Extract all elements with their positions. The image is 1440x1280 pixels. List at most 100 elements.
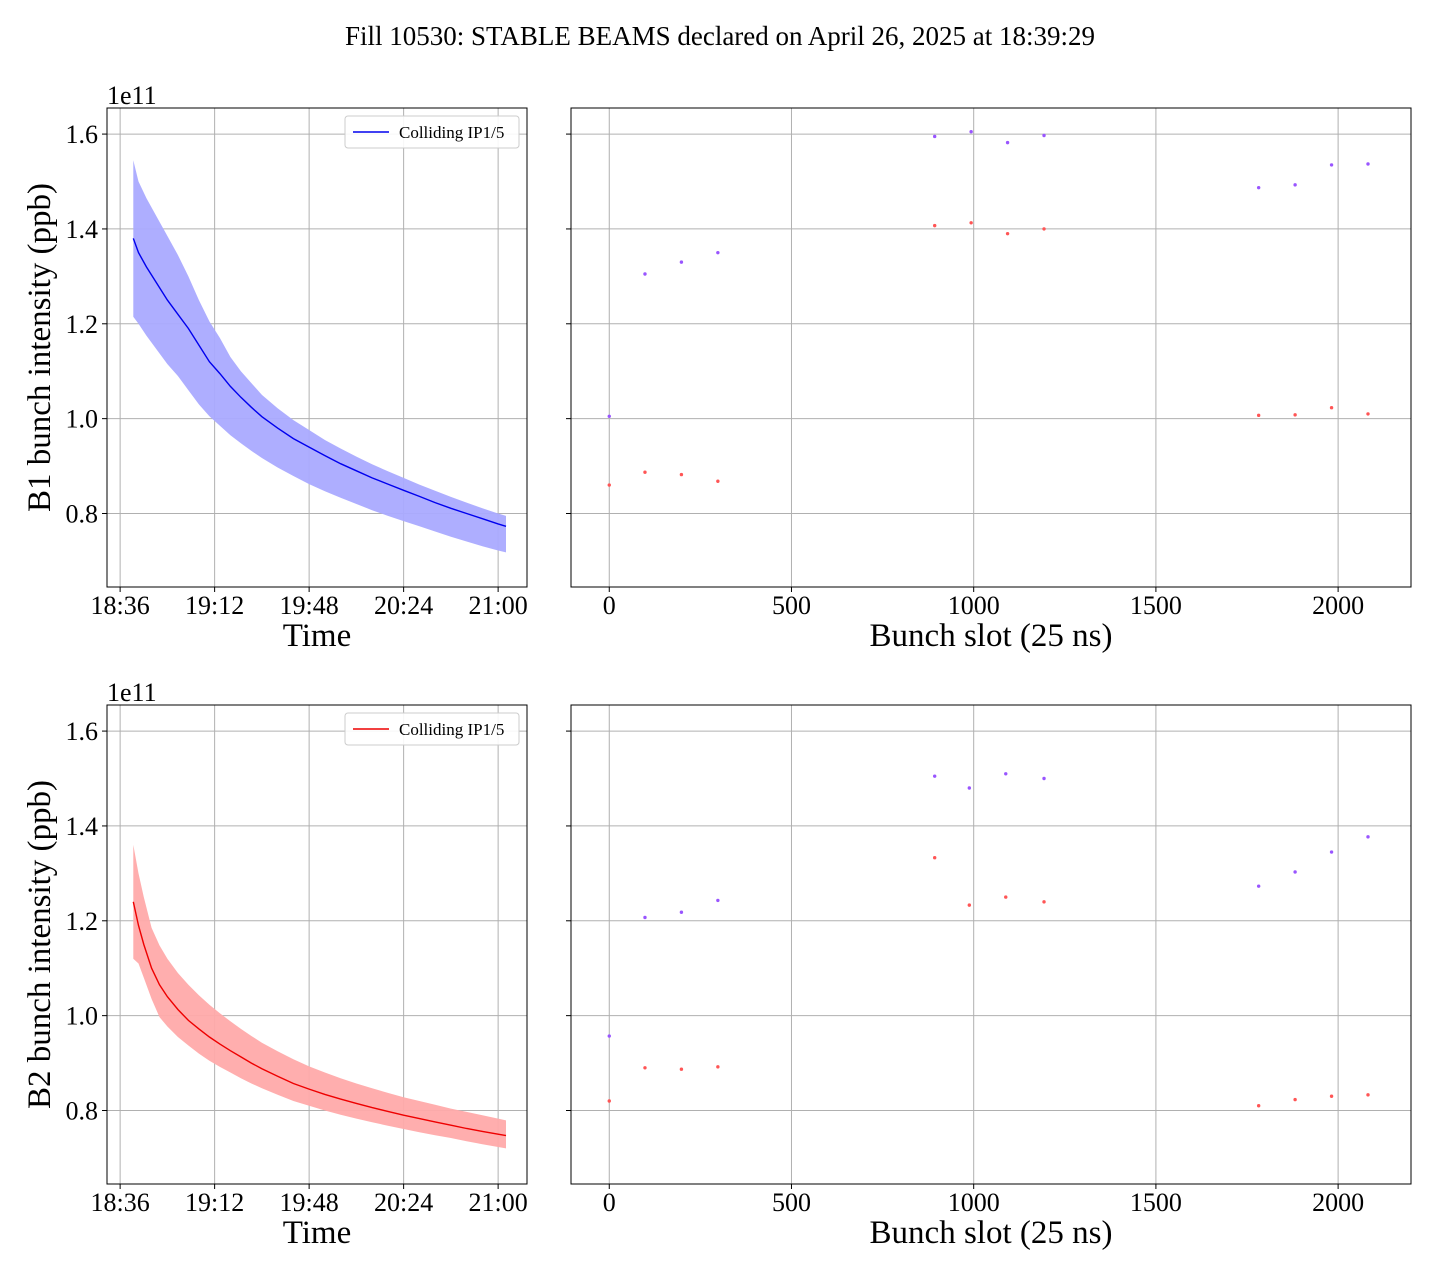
y-tick-label: 1.4 (66, 215, 99, 244)
data-point (969, 130, 973, 134)
x-tick-label: 19:48 (280, 591, 339, 620)
data-point (607, 1034, 611, 1038)
x-tick-label: 20:24 (374, 591, 433, 620)
chart-panel-1: 18:36 19:12 19:48 20:24 21:00 0.8 1.0 1.2 1.4 1.6… (22, 81, 528, 654)
data-point (1329, 163, 1334, 167)
data-point (1366, 412, 1370, 416)
data-point (1042, 900, 1046, 904)
data-point (679, 910, 684, 914)
x-tick-label: 19:12 (185, 591, 244, 620)
x-tick-label: 19:48 (280, 1188, 339, 1217)
x-tick-label: 2000 (1312, 591, 1364, 620)
data-point (1042, 133, 1046, 138)
data-point (1366, 835, 1370, 839)
axes-frame (106, 704, 528, 1185)
data-point (607, 483, 611, 487)
data-point (1042, 227, 1046, 231)
chart-panel-3: 18:36 19:12 19:48 20:24 21:00 0.8 1.0 1.2 1.4 1.6… (22, 678, 528, 1251)
y-axis-multiplier: 1e11 (107, 81, 157, 110)
axes-frame (570, 704, 1412, 1185)
series-line (132, 238, 507, 527)
y-tick-label: 0.8 (66, 499, 99, 528)
axes-frame (570, 107, 1412, 588)
x-tick-label: 2000 (1312, 1188, 1364, 1217)
legend-label: Colliding IP1/5 (399, 123, 504, 142)
data-point (967, 786, 972, 790)
chart-panel-2: 0 500 1000 1500 2000 Bunch slot (25 ns) (566, 107, 1412, 654)
data-point (932, 774, 937, 778)
data-point (716, 250, 720, 255)
data-point (1256, 185, 1261, 190)
data-point (932, 223, 937, 228)
data-point (1329, 1094, 1334, 1098)
y-tick-label: 1.4 (66, 812, 99, 841)
x-tick-label: 21:00 (469, 1188, 528, 1217)
data-point (1256, 1104, 1261, 1108)
data-point (1366, 1093, 1370, 1097)
x-axis-label: Time (283, 618, 351, 654)
legend-label: Colliding IP1/5 (399, 720, 504, 739)
data-point (969, 221, 973, 225)
y-tick-label: 1.2 (66, 310, 99, 339)
x-tick-label: 18:36 (91, 1188, 150, 1217)
x-axis-label: Bunch slot (25 ns) (870, 1215, 1113, 1251)
data-point (1293, 413, 1297, 417)
data-point (716, 1065, 720, 1069)
data-point (1042, 776, 1046, 781)
data-point (679, 1067, 684, 1071)
y-tick-label: 1.6 (66, 717, 99, 746)
x-tick-label: 0 (603, 1188, 616, 1217)
data-point (1366, 162, 1370, 166)
data-point (679, 260, 684, 264)
x-tick-label: 19:12 (185, 1188, 244, 1217)
y-tick-label: 1.6 (66, 120, 99, 149)
data-point (967, 903, 972, 907)
data-point (1293, 870, 1297, 874)
y-tick-label: 1.0 (66, 1002, 99, 1031)
x-tick-label: 500 (772, 591, 811, 620)
x-tick-label: 21:00 (469, 591, 528, 620)
axes-frame (106, 107, 528, 588)
legend-box (344, 712, 520, 746)
series-line (132, 901, 507, 1137)
spread-band (133, 160, 507, 553)
data-point (932, 856, 937, 860)
data-point (643, 915, 647, 920)
data-point (1005, 231, 1010, 236)
data-point (607, 1099, 611, 1103)
x-tick-label: 1000 (948, 591, 1000, 620)
x-tick-label: 20:24 (374, 1188, 433, 1217)
y-axis-multiplier: 1e11 (107, 678, 157, 707)
y-tick-label: 1.0 (66, 405, 99, 434)
data-point (1293, 183, 1297, 187)
data-point (679, 472, 684, 477)
y-tick-label: 0.8 (66, 1096, 99, 1125)
legend-box (344, 115, 520, 149)
data-point (716, 898, 720, 903)
data-point (1256, 884, 1261, 888)
data-point (607, 414, 611, 418)
data-point (1005, 140, 1010, 145)
figure-title: Fill 10530: STABLE BEAMS declared on Apr… (345, 21, 1095, 51)
data-point (1329, 406, 1334, 410)
y-axis-label: B1 bunch intensity (ppb) (22, 183, 58, 512)
chart-panel-4: 0 500 1000 1500 2000 Bunch slot (25 ns) (566, 704, 1412, 1251)
data-point (643, 272, 647, 276)
data-point (643, 470, 647, 474)
x-tick-label: 1500 (1130, 591, 1182, 620)
data-point (1004, 895, 1008, 899)
data-point (932, 134, 937, 139)
x-tick-label: 1000 (948, 1188, 1000, 1217)
x-tick-label: 500 (772, 1188, 811, 1217)
legend: Colliding IP1/5 (344, 115, 520, 149)
x-axis-label: Time (283, 1215, 351, 1251)
data-point (1329, 850, 1334, 854)
panels: 18:36 19:12 19:48 20:24 21:00 0.8 1.0 1.2 1.4 1.6… (22, 81, 1412, 1251)
y-tick-label: 1.2 (66, 907, 99, 936)
data-point (716, 479, 720, 483)
data-point (1004, 772, 1008, 776)
x-tick-label: 18:36 (91, 591, 150, 620)
data-point (1256, 413, 1261, 418)
x-tick-label: 0 (603, 591, 616, 620)
